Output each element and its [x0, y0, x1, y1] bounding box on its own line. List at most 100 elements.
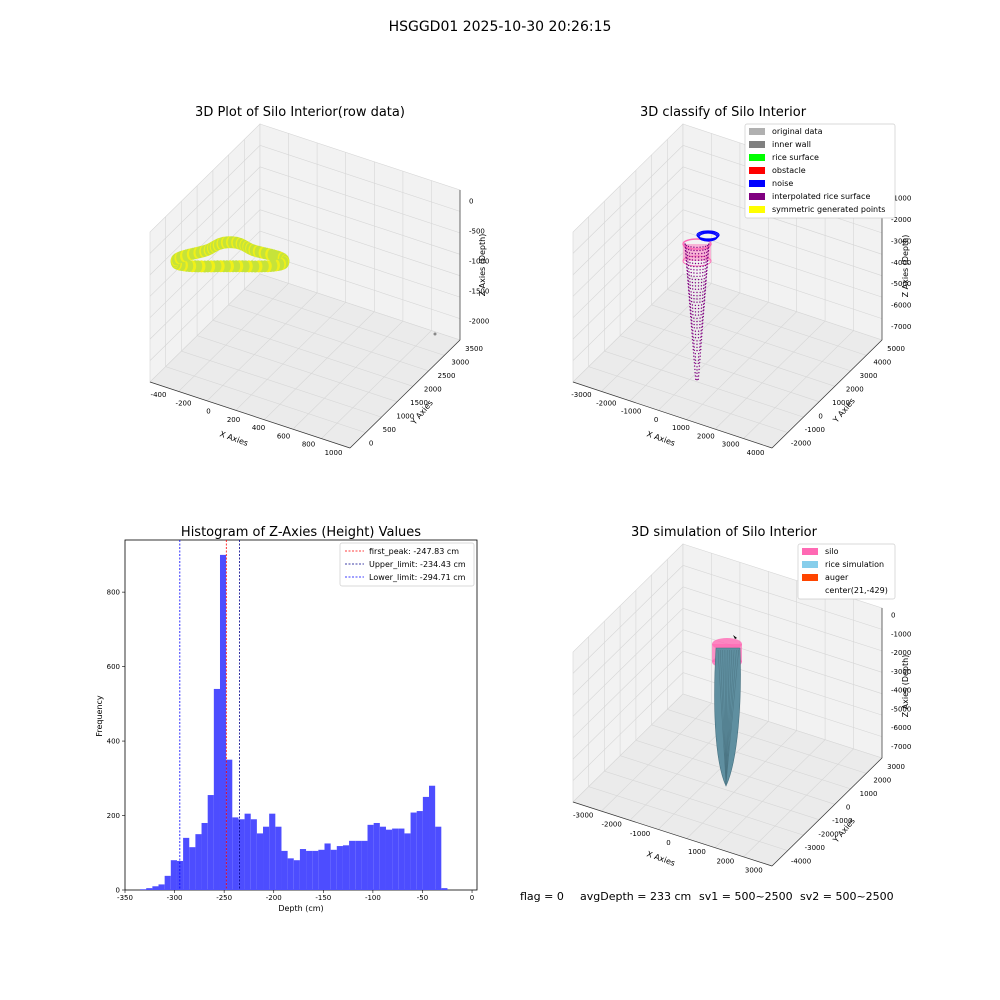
histogram-legend-label: first_peak: -247.83 cm — [369, 547, 459, 556]
histogram-bar — [318, 849, 325, 890]
histogram-bar — [367, 824, 374, 890]
raw-z-tick-label: 0 — [469, 198, 473, 206]
classify-x-tick-label: 4000 — [747, 449, 765, 457]
raw-gridline — [178, 133, 289, 392]
simulation-mesh-line — [725, 649, 739, 785]
simulation-mesh-line — [725, 649, 735, 785]
histogram-bar — [435, 826, 442, 890]
classify-interpolated-point — [691, 335, 693, 338]
classify-interpolated-point — [701, 332, 703, 334]
classify-interpolated-point — [703, 309, 705, 311]
simulation-gridline — [572, 672, 883, 781]
classify-interpolated-point — [699, 317, 701, 319]
classify-interpolated-point — [705, 261, 707, 263]
histogram-bar — [158, 884, 165, 890]
classify-interpolated-point — [687, 277, 689, 279]
classify-interpolated-point — [692, 352, 695, 354]
classify-interpolated-point — [707, 256, 709, 258]
histogram-x-tick-label: -300 — [167, 894, 183, 902]
raw-y-tick-label: 3500 — [465, 345, 483, 353]
classify-interpolated-point — [696, 340, 698, 342]
classify-interpolated-point — [704, 264, 707, 267]
classify-interpolated-point — [696, 269, 698, 271]
simulation-gridline — [629, 562, 741, 821]
classify-interpolated-point — [693, 291, 695, 294]
classify-interpolated-point — [693, 349, 696, 351]
classify-interpolated-point — [691, 323, 693, 325]
classify-interpolated-point — [706, 251, 708, 253]
classify-interpolated-point — [706, 273, 708, 275]
classify-interpolated-point — [697, 285, 700, 287]
classify-noise-ring — [696, 230, 720, 240]
classify-interpolated-point — [688, 268, 690, 270]
simulation-z-tick-label: -2000 — [891, 649, 911, 657]
classify-interpolated-point — [697, 356, 700, 358]
classify-interpolated-point — [695, 378, 697, 380]
histogram-bar — [146, 888, 153, 890]
classify-interpolated-point — [686, 251, 688, 253]
raw-z-axis-label: Z Axies (Depth) — [478, 234, 487, 297]
classify-x-tick-label: -3000 — [571, 391, 591, 399]
classify-interpolated-point — [702, 246, 704, 248]
classify-interpolated-point — [696, 320, 698, 323]
classify-interpolated-point — [698, 353, 700, 355]
classify-interpolated-point — [693, 265, 695, 268]
classify-interpolated-point — [700, 304, 703, 306]
histogram-bar — [213, 688, 220, 890]
classify-interpolated-point — [704, 245, 707, 248]
simulation-x-tick-label: -1000 — [630, 830, 650, 838]
classify-interpolated-point — [707, 259, 709, 262]
simulation-legend: silo rice simulation auger center(21,-429) — [797, 543, 896, 600]
classify-interpolated-point — [693, 346, 695, 348]
histogram-y-tick-label: 200 — [107, 812, 120, 820]
classify-interpolated-point — [696, 379, 698, 381]
simulation-gridline — [686, 580, 798, 839]
classify-interpolated-point — [700, 288, 702, 290]
classify-interpolated-point — [696, 343, 698, 345]
classify-interpolated-point — [697, 333, 700, 336]
simulation-x-tick-label: -3000 — [573, 812, 593, 820]
classify-interpolated-point — [691, 329, 693, 331]
raw-outlier-point — [433, 332, 437, 336]
raw-y-tick-label: 1500 — [410, 399, 428, 407]
classify-interpolated-point — [702, 287, 705, 290]
classify-interpolated-point — [699, 301, 701, 303]
classify-interpolated-point — [689, 287, 692, 290]
histogram-bar — [373, 822, 380, 890]
histogram-y-tick-label: 0 — [116, 887, 120, 895]
classify-interpolated-point — [702, 268, 704, 271]
histogram-bar — [330, 849, 337, 890]
classify-interpolated-point — [690, 275, 692, 277]
simulation-y-axis-line — [771, 757, 883, 867]
histogram-bar — [355, 840, 362, 890]
classify-interpolated-point — [690, 300, 693, 303]
classify-interpolated-point — [699, 249, 701, 252]
classify-interpolated-point — [694, 333, 697, 336]
classify-interpolated-point — [691, 339, 694, 341]
histogram-x-tick-label: -100 — [365, 894, 381, 902]
classify-legend-label: noise — [772, 179, 793, 188]
classify-interpolated-point — [700, 330, 702, 332]
classify-interpolated-point — [703, 262, 705, 264]
classify-silo-top — [682, 238, 712, 250]
classify-interpolated-point — [697, 278, 700, 281]
histogram-y-tick-label: 400 — [107, 738, 120, 746]
classify-legend-swatch — [749, 206, 765, 213]
classify-interpolated-point — [694, 307, 697, 310]
classify-interpolated-point — [690, 246, 692, 248]
classify-interpolated-point — [703, 306, 705, 308]
classify-interpolated-point — [696, 246, 698, 249]
classify-interpolated-point — [699, 275, 701, 277]
simulation-z-tick-label: -1000 — [891, 630, 911, 638]
classify-interpolated-point — [704, 268, 706, 270]
classify-interpolated-point — [704, 248, 706, 251]
classify-interpolated-point — [693, 272, 695, 274]
histogram-bar — [429, 785, 436, 890]
classify-interpolated-point — [685, 245, 688, 247]
classify-interpolated-point — [694, 356, 697, 358]
classify-interpolated-point — [701, 325, 704, 328]
classify-x-tick-label: 2000 — [697, 432, 715, 440]
classify-interpolated-point — [694, 253, 697, 255]
classify-interpolated-point — [686, 270, 689, 272]
classify-interpolated-point — [693, 358, 695, 361]
